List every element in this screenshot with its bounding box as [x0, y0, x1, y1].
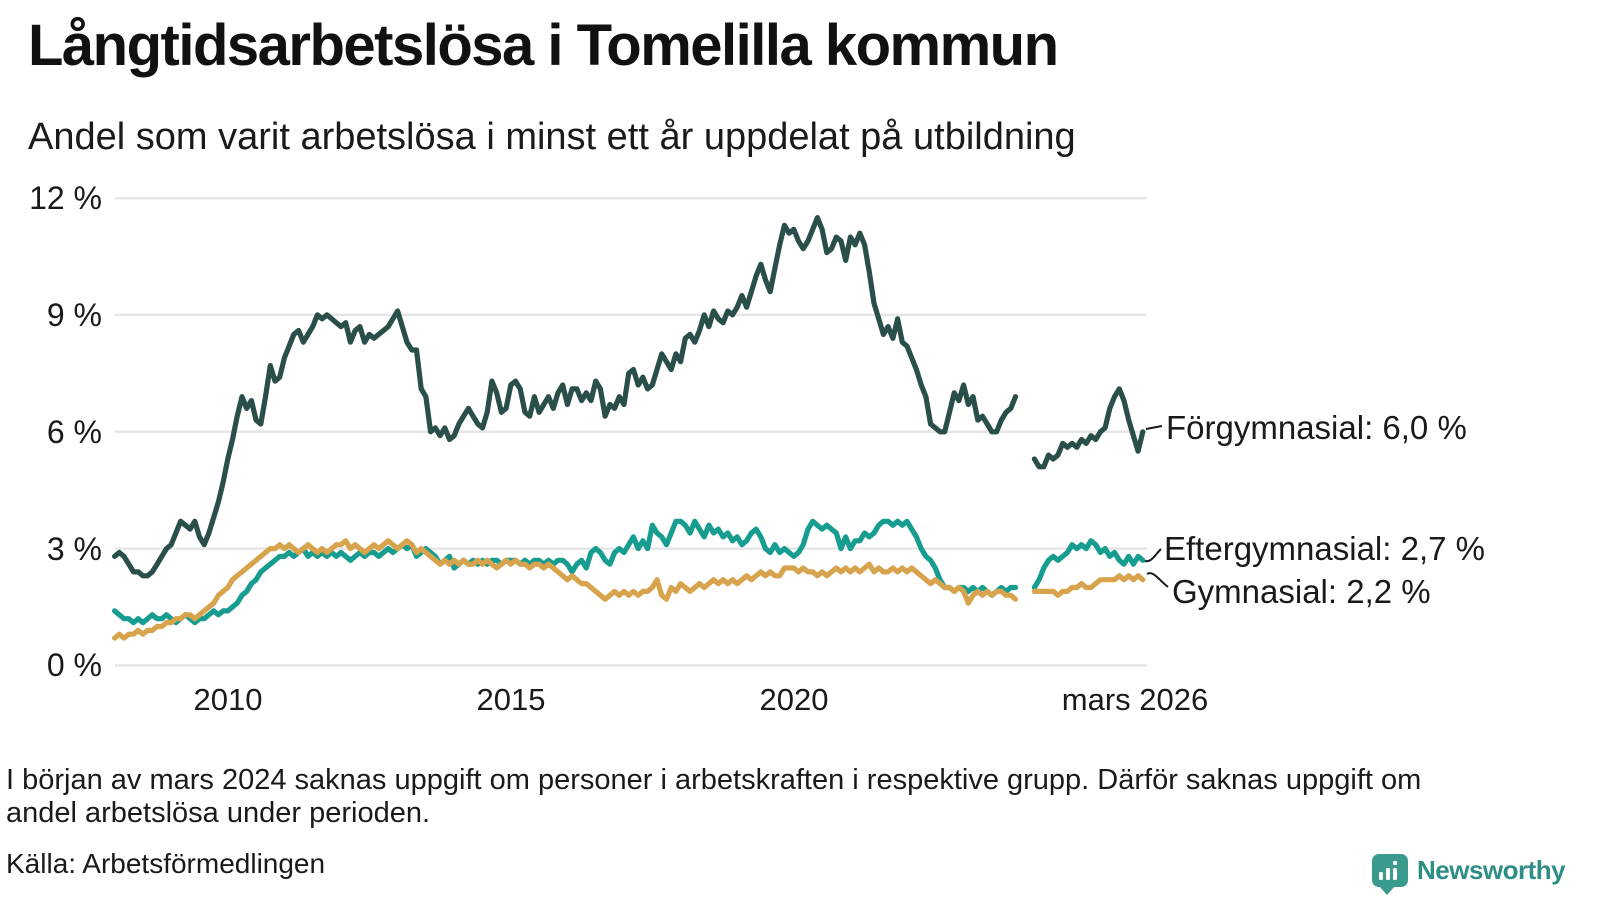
- y-axis-label-9: 9 %: [46, 297, 102, 333]
- newsworthy-wordmark: Newsworthy: [1417, 854, 1566, 885]
- newsworthy-pin-icon: [1372, 853, 1408, 895]
- x-axis-label-2015: 2015: [476, 682, 546, 717]
- y-axis-label-0: 0 %: [46, 647, 102, 683]
- source-text: Källa: Arbetsförmedlingen: [6, 848, 326, 879]
- x-axis-label-mars-2026: mars 2026: [1061, 682, 1209, 717]
- y-axis-label-3: 3 %: [46, 531, 102, 567]
- x-axis-label-2020: 2020: [759, 682, 829, 717]
- y-axis-label-6: 6 %: [46, 414, 102, 450]
- x-axis-label-2010: 2010: [193, 682, 263, 717]
- y-axis-label-12: 12 %: [29, 180, 102, 216]
- newsworthy-logo[interactable]: Newsworthy: [1372, 842, 1572, 898]
- series-label-eftergymnasial: Eftergymnasial: 2,7 %: [1164, 530, 1485, 567]
- page-subtitle: Andel som varit arbetslösa i minst ett å…: [28, 116, 1076, 158]
- footnote-text: I början av mars 2024 saknas uppgift om …: [6, 764, 1556, 830]
- series-label-forgymnasial: Förgymnasial: 6,0 %: [1166, 409, 1467, 446]
- page-title: Långtidsarbetslösa i Tomelilla kommun: [28, 13, 1059, 78]
- footnote-line-1: I början av mars 2024 saknas uppgift om …: [6, 764, 1422, 796]
- series-label-gymnasial: Gymnasial: 2,2 %: [1172, 573, 1431, 610]
- footnote-line-2: andel arbetslösa under perioden.: [6, 797, 431, 829]
